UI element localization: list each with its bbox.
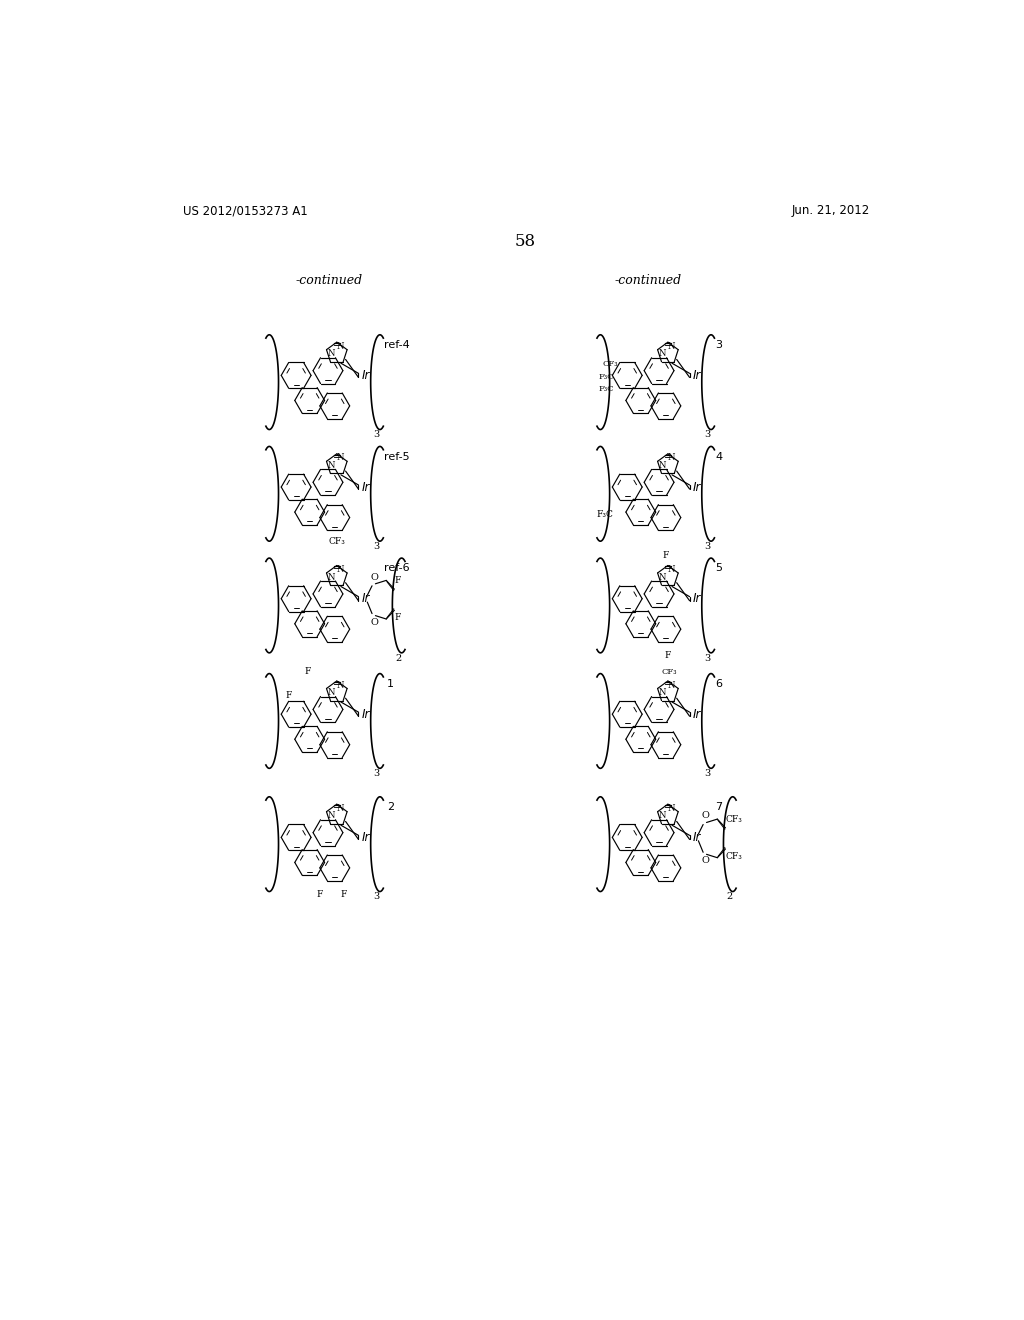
- Text: F: F: [394, 614, 400, 622]
- Text: N: N: [328, 461, 335, 470]
- Text: 5: 5: [716, 564, 722, 573]
- Text: O: O: [370, 573, 378, 582]
- Text: F: F: [663, 550, 669, 560]
- Text: Ir: Ir: [693, 708, 701, 721]
- Text: US 2012/0153273 A1: US 2012/0153273 A1: [183, 205, 307, 218]
- Text: N: N: [337, 453, 344, 462]
- Text: -continued: -continued: [614, 273, 682, 286]
- Text: CF₃: CF₃: [725, 814, 742, 824]
- Text: O: O: [701, 812, 709, 821]
- Text: N: N: [658, 350, 667, 358]
- Text: 2: 2: [726, 892, 732, 902]
- Text: -continued: -continued: [296, 273, 362, 286]
- Text: Ir: Ir: [693, 368, 701, 381]
- Text: ref-6: ref-6: [384, 564, 410, 573]
- Text: F: F: [304, 667, 311, 676]
- Text: 2: 2: [387, 801, 394, 812]
- Text: F₃C: F₃C: [598, 374, 613, 381]
- Text: Ir: Ir: [361, 830, 371, 843]
- Text: 58: 58: [514, 234, 536, 249]
- Text: N: N: [337, 342, 344, 351]
- Text: N: N: [668, 565, 675, 574]
- Text: 2: 2: [395, 653, 401, 663]
- Text: 3: 3: [705, 430, 711, 440]
- Text: Ir: Ir: [361, 708, 371, 721]
- Text: CF₃: CF₃: [662, 668, 677, 676]
- Text: N: N: [328, 573, 335, 582]
- Text: F₃C: F₃C: [598, 385, 613, 393]
- Text: 3: 3: [374, 892, 380, 902]
- Text: 6: 6: [716, 678, 722, 689]
- Text: N: N: [328, 812, 335, 820]
- Text: 7: 7: [716, 801, 723, 812]
- Text: N: N: [668, 804, 675, 813]
- Text: N: N: [668, 453, 675, 462]
- Text: CF₃: CF₃: [603, 360, 618, 368]
- Text: N: N: [337, 804, 344, 813]
- Text: Ir: Ir: [361, 593, 371, 605]
- Text: N: N: [658, 573, 667, 582]
- Text: 1: 1: [387, 678, 394, 689]
- Text: ref-5: ref-5: [384, 451, 410, 462]
- Text: ref-4: ref-4: [384, 339, 410, 350]
- Text: Ir: Ir: [361, 480, 371, 494]
- Text: F: F: [340, 890, 347, 899]
- Text: N: N: [668, 681, 675, 689]
- Text: 4: 4: [716, 451, 723, 462]
- Text: 3: 3: [705, 543, 711, 550]
- Text: 3: 3: [705, 770, 711, 777]
- Text: N: N: [328, 688, 335, 697]
- Text: Ir: Ir: [361, 368, 371, 381]
- Text: F: F: [316, 890, 323, 899]
- Text: 3: 3: [716, 339, 722, 350]
- Text: Ir: Ir: [693, 593, 701, 605]
- Text: F: F: [286, 692, 292, 701]
- Text: O: O: [701, 857, 709, 866]
- Text: N: N: [328, 350, 335, 358]
- Text: 3: 3: [705, 653, 711, 663]
- Text: N: N: [658, 688, 667, 697]
- Text: CF₃: CF₃: [725, 851, 742, 861]
- Text: N: N: [337, 681, 344, 689]
- Text: F₃C: F₃C: [597, 510, 613, 519]
- Text: Ir: Ir: [693, 830, 701, 843]
- Text: Ir: Ir: [693, 480, 701, 494]
- Text: O: O: [370, 618, 378, 627]
- Text: 3: 3: [374, 543, 380, 550]
- Text: N: N: [668, 342, 675, 351]
- Text: N: N: [658, 461, 667, 470]
- Text: CF₃: CF₃: [329, 536, 345, 545]
- Text: N: N: [658, 812, 667, 820]
- Text: F: F: [665, 651, 671, 660]
- Text: 3: 3: [374, 770, 380, 777]
- Text: 3: 3: [374, 430, 380, 440]
- Text: F: F: [394, 576, 400, 585]
- Text: Jun. 21, 2012: Jun. 21, 2012: [792, 205, 869, 218]
- Text: N: N: [337, 565, 344, 574]
